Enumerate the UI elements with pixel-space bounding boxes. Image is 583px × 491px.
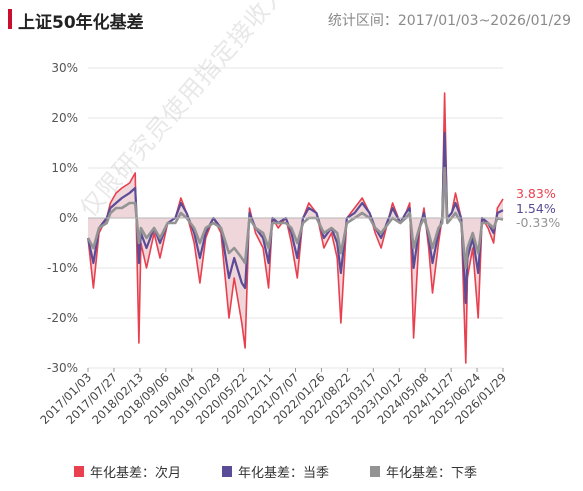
- area-next-month: [88, 93, 503, 363]
- end-label-1: 1.54%: [516, 201, 556, 216]
- legend-label: 年化基差：下季: [386, 466, 478, 481]
- y-tick-label: 10%: [51, 161, 78, 175]
- legend-item-next-month[interactable]: 年化基差：次月: [74, 462, 181, 481]
- legend-item-next-quarter[interactable]: 年化基差：下季: [370, 462, 477, 481]
- legend-swatch-purple: [222, 466, 232, 477]
- y-axis-ticks: 30% 20% 10% 0% -10% -20% -30%: [47, 61, 78, 375]
- legend-swatch-red: [74, 466, 84, 477]
- y-tick-label: -30%: [47, 361, 78, 375]
- title-accent-bar: [8, 9, 12, 29]
- x-axis-ticks: 2017/01/032017/07/272018/02/132018/09/06…: [37, 368, 509, 427]
- legend-label: 年化基差：当季: [238, 466, 330, 481]
- y-tick-label: -10%: [47, 261, 78, 275]
- legend-item-current-quarter[interactable]: 年化基差：当季: [222, 462, 329, 481]
- date-range-text: 统计区间：2017/01/03~2026/01/29: [327, 13, 571, 29]
- end-label-2: -0.33%: [516, 215, 560, 230]
- legend-swatch-gray: [370, 466, 380, 477]
- chart-title: 上证50年化基差: [18, 13, 144, 33]
- y-tick-label: 0%: [59, 211, 78, 225]
- y-tick-label: -20%: [47, 311, 78, 325]
- shaded-area: [88, 93, 503, 363]
- y-tick-label: 20%: [51, 111, 78, 125]
- y-tick-label: 30%: [51, 61, 78, 75]
- end-value-labels: 3.83%1.54%-0.33%: [516, 186, 560, 230]
- end-label-0: 3.83%: [516, 186, 556, 201]
- legend-label: 年化基差：次月: [90, 466, 182, 481]
